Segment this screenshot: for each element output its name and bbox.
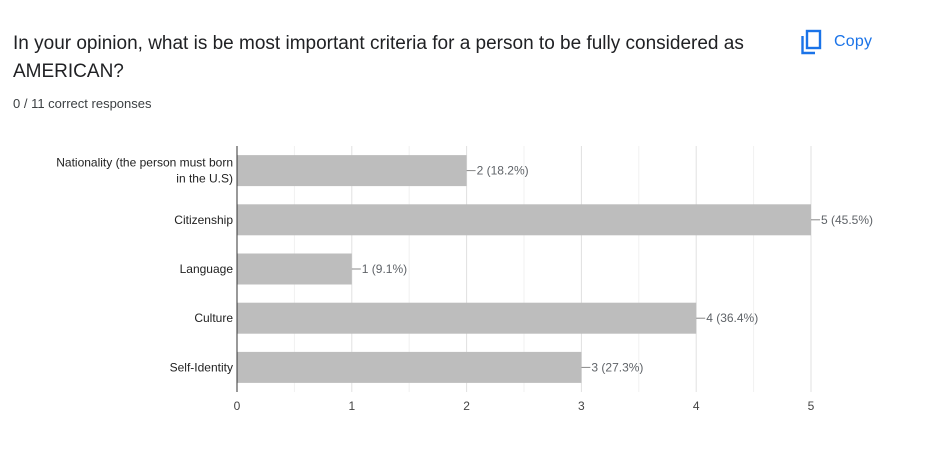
- x-tick-label: 2: [463, 399, 470, 413]
- bar[interactable]: [237, 253, 352, 285]
- data-label: 1 (9.1%): [362, 262, 407, 276]
- bar[interactable]: [237, 155, 467, 187]
- bar[interactable]: [237, 204, 811, 236]
- data-label: 3 (27.3%): [591, 360, 643, 374]
- bar[interactable]: [237, 302, 697, 334]
- data-label: 2 (18.2%): [477, 164, 529, 178]
- bar[interactable]: [237, 351, 582, 383]
- category-label: Self-Identity: [170, 360, 233, 374]
- x-tick-label: 3: [578, 399, 585, 413]
- data-label: 4 (36.4%): [706, 311, 758, 325]
- category-label: Culture: [194, 311, 233, 325]
- responses-summary: 0 / 11 correct responses: [13, 96, 152, 111]
- category-label: in the U.S): [176, 172, 233, 186]
- x-tick-label: 0: [234, 399, 241, 413]
- category-label: Nationality (the person must born: [56, 156, 233, 170]
- copy-button[interactable]: Copy: [800, 26, 872, 58]
- question-title: In your opinion, what is be most importa…: [13, 33, 744, 82]
- data-label: 5 (45.5%): [821, 213, 873, 227]
- x-tick-label: 4: [693, 399, 700, 413]
- copy-icon: [800, 29, 822, 55]
- copy-label: Copy: [834, 33, 873, 50]
- x-tick-label: 5: [808, 399, 815, 413]
- category-label: Language: [180, 262, 234, 276]
- category-label: Citizenship: [174, 213, 233, 227]
- x-tick-label: 1: [348, 399, 355, 413]
